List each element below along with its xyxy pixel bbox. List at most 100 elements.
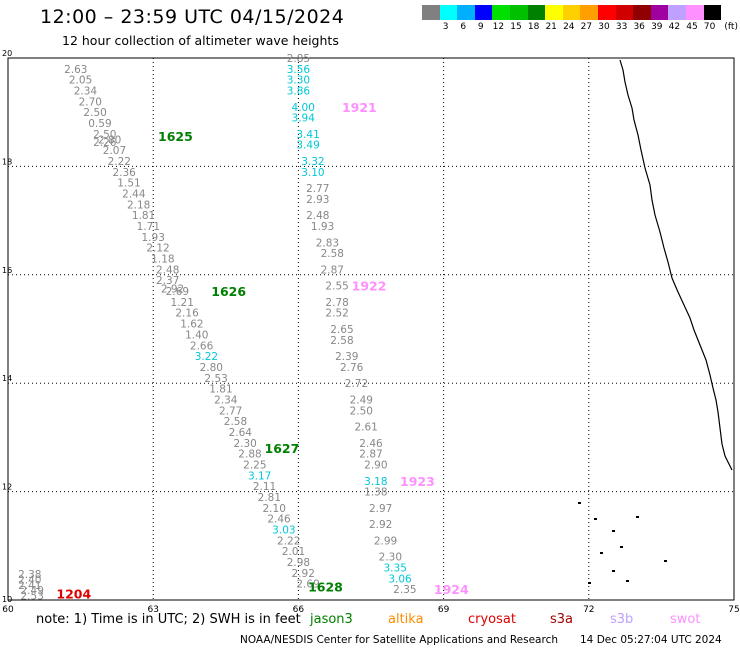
y-tick-label: 18 xyxy=(2,157,12,166)
color-swatch xyxy=(492,5,510,20)
satellite-legend-item: altika xyxy=(388,612,424,627)
wave-height-point: 2.44 xyxy=(122,189,146,201)
track-label: 1924 xyxy=(434,582,469,597)
wave-height-point: 2.35 xyxy=(393,584,416,596)
color-scale-label: 70 xyxy=(703,22,716,32)
island xyxy=(600,552,603,554)
wave-height-point: 4.00 xyxy=(292,102,315,114)
wave-height-point: 2.69 xyxy=(296,579,319,591)
color-scale-label: 9 xyxy=(477,22,484,32)
wave-height-point: 2.58 xyxy=(321,248,344,260)
wave-height-point: 2.11 xyxy=(253,481,276,493)
wave-height-point: 2.53 xyxy=(21,591,44,603)
wave-height-point: 3.32 xyxy=(301,156,324,168)
wave-height-point: 2.93 xyxy=(306,194,329,206)
island xyxy=(594,518,597,520)
wave-height-point: 2.66 xyxy=(190,340,214,352)
wave-height-point: 2.98 xyxy=(287,557,310,569)
island xyxy=(626,580,629,582)
color-scale-label: 39 xyxy=(651,22,663,32)
color-scale-unit: (ft) xyxy=(724,22,738,32)
color-swatch xyxy=(668,5,686,20)
wave-height-point: 2.34 xyxy=(74,86,98,98)
wave-height-point: 3.22 xyxy=(195,351,218,363)
track-label: 1627 xyxy=(265,441,300,456)
island xyxy=(612,530,615,532)
color-swatch xyxy=(474,5,493,20)
wave-height-point: 2.30 xyxy=(233,438,256,450)
wave-height-point: 2.01 xyxy=(282,546,305,558)
wave-height-point: 2.77 xyxy=(219,405,242,417)
wave-height-point: 2.30 xyxy=(379,552,402,564)
color-swatch xyxy=(439,5,458,20)
wave-height-point: 2.49 xyxy=(350,394,373,406)
wave-height-point: 2.69 xyxy=(166,286,189,298)
island xyxy=(664,560,667,562)
wave-height-point: 2.46 xyxy=(359,438,383,450)
wave-height-point: 3.56 xyxy=(287,64,311,76)
x-tick-label: 60 xyxy=(2,605,14,615)
track-label: 1921 xyxy=(342,100,377,115)
page-title: 12:00 – 23:59 UTC 04/15/2024 xyxy=(40,6,345,28)
wave-height-point: 3.49 xyxy=(296,140,319,152)
x-tick-label: 72 xyxy=(583,605,594,615)
wave-height-point: 3.41 xyxy=(296,129,319,141)
wave-height-point: 3.94 xyxy=(292,113,316,125)
color-scale-label: 12 xyxy=(492,22,505,32)
track-label: 1204 xyxy=(56,586,91,601)
color-scale-label: 21 xyxy=(545,22,557,32)
wave-height-point: 3.35 xyxy=(384,562,407,574)
color-swatch xyxy=(422,5,440,20)
y-tick-label: 12 xyxy=(2,483,12,492)
wave-height-point: 1.93 xyxy=(142,232,165,244)
color-swatch xyxy=(545,5,563,20)
wave-height-point: 2.50 xyxy=(83,107,106,119)
wave-height-point: 3.17 xyxy=(248,470,271,482)
island xyxy=(578,502,581,504)
color-swatch xyxy=(580,5,598,20)
wave-height-point: 1.93 xyxy=(311,221,334,233)
color-scale-label: 42 xyxy=(668,22,681,32)
wave-height-point: 2.05 xyxy=(69,75,92,87)
wave-height-point: 1.38 xyxy=(364,487,387,499)
wave-height-point: 1.21 xyxy=(171,297,194,309)
color-swatch xyxy=(633,5,651,20)
wave-height-point: 0.59 xyxy=(88,118,111,130)
wave-height-point: 2.50 xyxy=(93,129,116,141)
wave-height-point: 2.72 xyxy=(345,378,368,390)
wave-height-point: 1.71 xyxy=(137,221,160,233)
wave-height-point: 2.70 xyxy=(79,96,102,108)
wave-height-point: 2.92 xyxy=(292,568,315,580)
color-scale-label: 33 xyxy=(615,22,628,32)
wave-height-point: 1.81 xyxy=(132,210,155,222)
wave-height-point: 3.06 xyxy=(388,573,412,585)
color-swatch xyxy=(650,5,669,20)
wave-height-point: 2.58 xyxy=(224,416,247,428)
wave-height-point: 2.34 xyxy=(214,394,238,406)
wave-height-point: 2.61 xyxy=(354,422,377,434)
page-subtitle: 12 hour collection of altimeter wave hei… xyxy=(62,33,339,48)
wave-height-point: 2.36 xyxy=(112,167,136,179)
wave-height-point: 2.92 xyxy=(161,283,184,295)
satellite-legend-item: s3a xyxy=(550,612,574,627)
wave-height-point: 2.10 xyxy=(263,503,286,515)
plot-frame xyxy=(7,57,735,601)
y-tick-label: 20 xyxy=(2,49,12,58)
satellite-legend-item: cryosat xyxy=(468,612,516,627)
color-swatch xyxy=(703,5,722,20)
wave-height-point: 2.49 xyxy=(21,585,44,597)
wave-height-point: 2.87 xyxy=(359,449,382,461)
color-scale-label: 3 xyxy=(442,22,449,32)
wave-height-point: 1.81 xyxy=(209,384,232,396)
wave-height-point: 2.87 xyxy=(321,264,344,276)
y-tick-label: 16 xyxy=(2,266,12,275)
wave-height-point: 2.90 xyxy=(364,460,387,472)
wave-height-point: 2.25 xyxy=(243,460,266,472)
wave-height-point: 2.26 xyxy=(93,137,117,149)
wave-height-point: 2.50 xyxy=(350,405,373,417)
color-scale-label: 6 xyxy=(460,22,467,32)
track-label: 1628 xyxy=(308,579,343,594)
color-swatch xyxy=(527,5,546,20)
color-scale-label: 36 xyxy=(633,22,645,32)
